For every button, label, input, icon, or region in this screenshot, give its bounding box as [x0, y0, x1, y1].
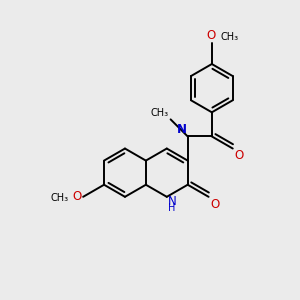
Text: CH₃: CH₃	[221, 32, 239, 42]
Text: N: N	[168, 195, 176, 208]
Text: H: H	[168, 203, 175, 213]
Text: O: O	[207, 29, 216, 42]
Text: CH₃: CH₃	[151, 109, 169, 118]
Text: O: O	[234, 149, 244, 162]
Text: N: N	[176, 123, 187, 136]
Text: O: O	[72, 190, 82, 203]
Text: CH₃: CH₃	[50, 193, 68, 203]
Text: O: O	[210, 198, 219, 211]
